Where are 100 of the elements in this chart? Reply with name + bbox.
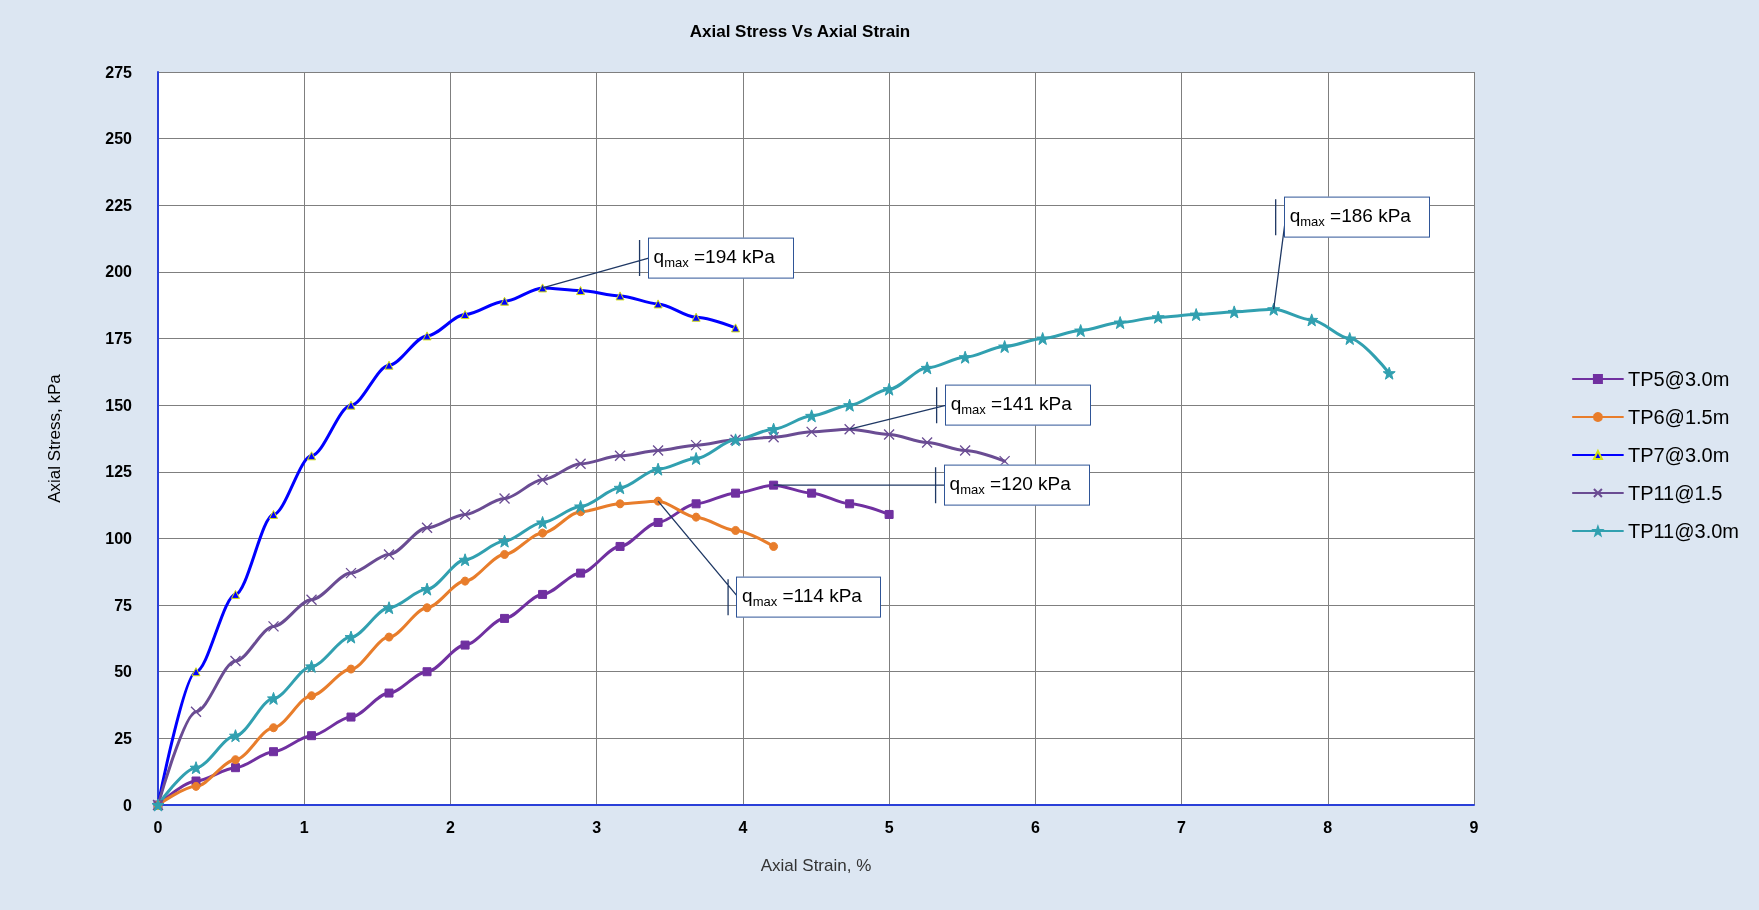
point	[652, 444, 664, 457]
point	[615, 291, 625, 301]
point	[229, 655, 242, 667]
y-tick-label: 175	[105, 330, 133, 348]
point	[651, 462, 665, 476]
point	[731, 323, 741, 333]
point	[231, 755, 240, 765]
point	[1036, 332, 1050, 346]
point	[384, 360, 394, 370]
y-tick-label: 100	[105, 529, 133, 547]
point	[807, 488, 817, 498]
point	[229, 729, 242, 743]
point	[691, 499, 701, 509]
point	[231, 763, 240, 773]
point	[500, 549, 510, 559]
point	[420, 582, 434, 596]
point	[689, 451, 703, 465]
annotation: q$_{max}$ =141 kPa	[944, 384, 1091, 426]
point	[307, 451, 317, 461]
point	[422, 603, 432, 613]
point	[614, 450, 626, 462]
x-tick-label: 2	[445, 818, 455, 836]
point	[538, 528, 548, 538]
legend-label: TP11@3.0m	[1627, 520, 1740, 542]
point	[884, 509, 894, 519]
point	[458, 553, 472, 567]
point	[574, 458, 587, 470]
point	[615, 541, 625, 551]
point	[691, 312, 701, 322]
legend-label: TP7@3.0m	[1627, 444, 1730, 466]
x-axis-title: Axial Strain, %	[760, 856, 872, 875]
annotation: q$_{max}$ =194 kPa	[647, 237, 794, 279]
point	[498, 492, 511, 505]
annotation: q$_{max}$ =120 kPa	[943, 464, 1090, 506]
point	[189, 761, 203, 775]
point	[805, 426, 818, 438]
point	[653, 299, 663, 309]
point	[307, 731, 317, 741]
point	[305, 594, 318, 606]
point	[1113, 316, 1127, 330]
y-tick-label: 0	[123, 796, 133, 814]
y-tick-label: 225	[105, 196, 133, 214]
point	[500, 613, 510, 623]
point	[805, 409, 819, 423]
point	[843, 423, 856, 435]
x-tick-label: 7	[1177, 818, 1187, 836]
point	[769, 541, 779, 551]
point	[613, 481, 627, 495]
point	[269, 747, 279, 757]
point	[691, 512, 701, 522]
point	[576, 286, 586, 296]
point	[269, 509, 279, 519]
point	[576, 568, 586, 578]
point	[422, 667, 432, 677]
point	[920, 361, 934, 375]
chart-title: Axial Stress Vs Axial Strain	[689, 22, 911, 41]
x-tick-label: 6	[1030, 818, 1040, 836]
point	[883, 428, 895, 441]
point	[536, 474, 549, 486]
y-tick-label: 50	[114, 663, 133, 681]
point	[731, 525, 741, 535]
y-tick-label: 150	[105, 396, 133, 414]
y-tick-label: 125	[105, 463, 133, 481]
point	[190, 706, 202, 718]
y-axis-title: Axial Stress, kPa	[45, 373, 64, 503]
point	[384, 688, 394, 698]
point	[500, 296, 510, 306]
point	[998, 340, 1012, 354]
point	[958, 350, 972, 364]
y-tick-label: 75	[114, 596, 133, 614]
point	[767, 431, 780, 443]
x-tick-label: 5	[884, 818, 894, 836]
y-tick-label: 275	[105, 63, 133, 81]
point	[269, 723, 279, 733]
point	[460, 640, 470, 650]
point	[421, 522, 433, 534]
point	[191, 667, 201, 677]
point	[1074, 324, 1088, 338]
point	[460, 310, 470, 320]
annotation: q$_{max}$ =114 kPa	[736, 576, 881, 618]
point	[615, 499, 625, 509]
y-tick-label: 200	[105, 263, 133, 281]
point	[653, 517, 663, 527]
x-tick-label: 9	[1469, 818, 1479, 836]
point	[538, 589, 548, 599]
x-tick-label: 0	[153, 818, 163, 836]
y-tick-label: 25	[114, 729, 133, 747]
point	[882, 382, 896, 396]
point	[731, 488, 741, 498]
point	[344, 630, 358, 644]
y-tick-label: 250	[105, 130, 133, 148]
point	[305, 659, 319, 673]
point	[1382, 366, 1396, 380]
x-tick-label: 4	[738, 818, 748, 836]
legend-label: TP6@1.5m	[1627, 406, 1730, 428]
point	[267, 691, 281, 705]
point	[538, 283, 548, 293]
point	[460, 576, 470, 586]
point	[231, 589, 240, 599]
point	[845, 499, 855, 509]
